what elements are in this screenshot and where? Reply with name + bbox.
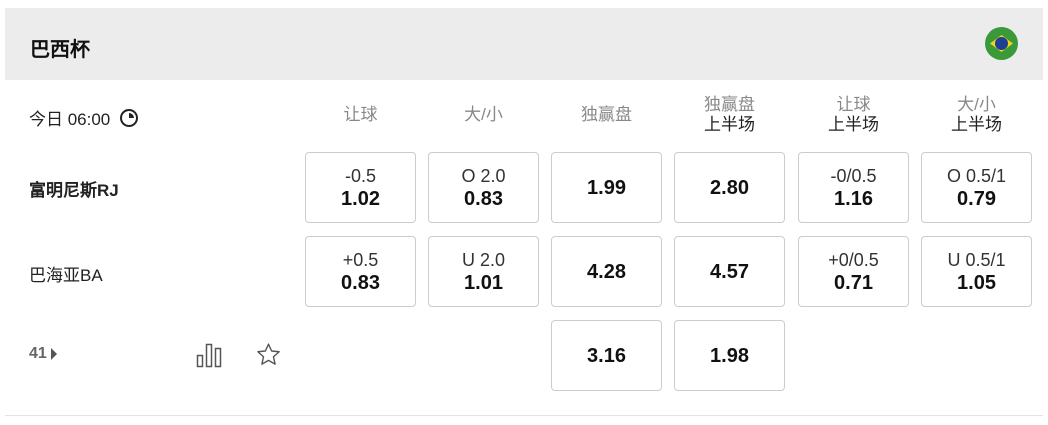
odds-value: 1.98 xyxy=(710,344,749,367)
odds-value: 4.28 xyxy=(587,260,626,283)
handicap-line: +0.5 xyxy=(342,249,379,270)
column-header: 大/小 上半场 xyxy=(921,95,1032,135)
handicap-line: O 0.5/1 xyxy=(946,165,1007,186)
handicap-line: O 2.0 xyxy=(461,165,506,186)
league-title: 巴西杯 xyxy=(30,39,90,61)
favorite-star-icon[interactable] xyxy=(255,342,282,368)
odds-value: 0.83 xyxy=(464,187,503,210)
handicap-line: +0/0.5 xyxy=(828,249,879,270)
league-header: 巴西杯 xyxy=(5,8,1043,80)
handicap-line: U 2.0 xyxy=(461,249,506,270)
handicap-line: U 0.5/1 xyxy=(947,249,1006,270)
column-header: 独赢盘 上半场 xyxy=(674,95,785,135)
odds-value: 0.83 xyxy=(341,271,380,294)
odds-button[interactable]: U 0.5/1 1.05 xyxy=(921,236,1032,307)
odds-button[interactable]: +0/0.5 0.71 xyxy=(798,236,909,307)
divider xyxy=(5,415,1043,416)
column-header-label: 大/小 xyxy=(464,105,503,124)
column-header: 让球 上半场 xyxy=(798,95,909,135)
odds-value: 1.02 xyxy=(341,187,380,210)
away-team: 巴海亚BA xyxy=(29,266,103,285)
column-header-label: 独赢盘 xyxy=(704,95,755,114)
odds-value: 3.16 xyxy=(587,344,626,367)
column-header-sublabel: 上半场 xyxy=(828,115,879,134)
odds-button[interactable]: 1.98 xyxy=(674,320,785,391)
odds-button[interactable]: -0.5 1.02 xyxy=(305,152,416,223)
match-time-text: 今日 06:00 xyxy=(29,110,111,129)
odds-value: 1.16 xyxy=(834,187,873,210)
caret-right-icon xyxy=(50,348,57,360)
odds-button[interactable]: 3.16 xyxy=(551,320,662,391)
odds-button[interactable]: 4.28 xyxy=(551,236,662,307)
column-header-label: 大/小 xyxy=(957,95,996,114)
handicap-line: -0.5 xyxy=(344,165,377,186)
column-header-label: 独赢盘 xyxy=(581,105,632,124)
odds-button[interactable]: 1.99 xyxy=(551,152,662,223)
home-team: 富明尼斯RJ xyxy=(29,181,119,200)
odds-button[interactable]: 4.57 xyxy=(674,236,785,307)
column-header-sublabel: 上半场 xyxy=(951,115,1002,134)
odds-value: 4.57 xyxy=(710,260,749,283)
odds-button[interactable]: 2.80 xyxy=(674,152,785,223)
odds-value: 1.99 xyxy=(587,176,626,199)
column-header: 大/小 xyxy=(428,105,539,125)
statistics-icon[interactable] xyxy=(196,342,222,368)
odds-value: 2.80 xyxy=(710,176,749,199)
brazil-flag-icon xyxy=(985,27,1018,60)
odds-button[interactable]: O 0.5/1 0.79 xyxy=(921,152,1032,223)
odds-value: 0.71 xyxy=(834,271,873,294)
odds-button[interactable]: O 2.0 0.83 xyxy=(428,152,539,223)
column-header: 让球 xyxy=(305,105,416,125)
column-header-sublabel: 上半场 xyxy=(704,115,755,134)
column-header-label: 让球 xyxy=(343,105,378,124)
more-markets-count: 41 xyxy=(29,345,47,362)
live-clock-icon xyxy=(120,108,139,127)
odds-value: 0.79 xyxy=(957,187,996,210)
column-header-label: 让球 xyxy=(836,95,871,114)
more-markets-button[interactable]: 41 xyxy=(29,345,57,363)
handicap-line: -0/0.5 xyxy=(830,165,877,186)
match-time: 今日 06:00 xyxy=(29,105,139,130)
odds-button[interactable]: U 2.0 1.01 xyxy=(428,236,539,307)
odds-button[interactable]: -0/0.5 1.16 xyxy=(798,152,909,223)
column-header: 独赢盘 xyxy=(551,105,662,125)
odds-value: 1.05 xyxy=(957,271,996,294)
odds-value: 1.01 xyxy=(464,271,503,294)
odds-button[interactable]: +0.5 0.83 xyxy=(305,236,416,307)
